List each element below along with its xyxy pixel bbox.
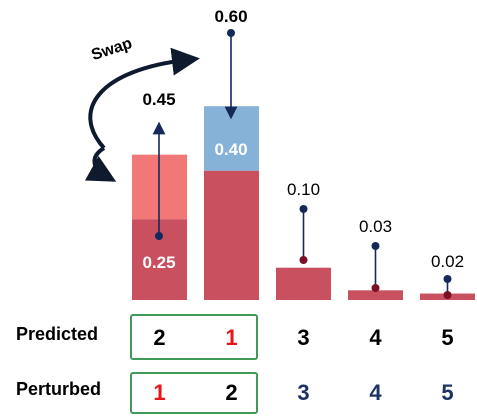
- predicted-rank-2: 1: [225, 325, 237, 350]
- swap-label: Swap: [89, 35, 134, 64]
- bar-4-base-dot: [371, 284, 380, 292]
- perturbed-rank-1: 1: [153, 380, 165, 405]
- predicted-rank-3: 3: [297, 325, 309, 350]
- predicted-row-label: Predicted: [16, 324, 98, 344]
- predicted-rank-5: 5: [441, 325, 453, 350]
- predicted-swap-box: [130, 314, 258, 360]
- bar-3-base: [276, 267, 331, 300]
- swap-curved-arrow-top: [88, 47, 200, 150]
- bar-2-extension: [204, 106, 259, 171]
- perturbed-rank-5: 5: [441, 380, 453, 405]
- bar-4-top-dot: [371, 242, 380, 250]
- bar-1-base-value: 0.25: [142, 253, 175, 272]
- bar-3-value: 0.10: [287, 180, 320, 199]
- bar-2-origin-dot: [227, 29, 235, 37]
- swap-curved-arrow-bottom: [84, 146, 117, 182]
- bar-3-base-dot: [299, 256, 308, 264]
- bar-1-top-value: 0.45: [142, 90, 175, 109]
- predicted-rank-1: 2: [153, 325, 165, 350]
- bar-5-top-dot: [443, 275, 452, 283]
- bar-2-base-value: 0.40: [214, 140, 247, 159]
- perturbed-row-label: Perturbed: [16, 379, 101, 399]
- bar-2-base: [204, 170, 259, 300]
- perturbed-rank-4: 4: [369, 380, 382, 405]
- bar-4-base: [348, 290, 403, 300]
- bar-5-base-dot: [443, 291, 452, 299]
- bar-5-value: 0.02: [431, 252, 464, 271]
- perturbed-swap-box: [130, 372, 258, 414]
- perturbed-rank-3: 3: [297, 380, 309, 405]
- bar-1-origin-dot: [155, 232, 163, 240]
- bar-3-top-dot: [299, 205, 308, 213]
- predicted-rank-4: 4: [369, 325, 382, 350]
- perturbed-rank-2: 2: [225, 380, 237, 405]
- bar-2-top-value: 0.60: [214, 7, 247, 26]
- bar-4-value: 0.03: [359, 217, 392, 236]
